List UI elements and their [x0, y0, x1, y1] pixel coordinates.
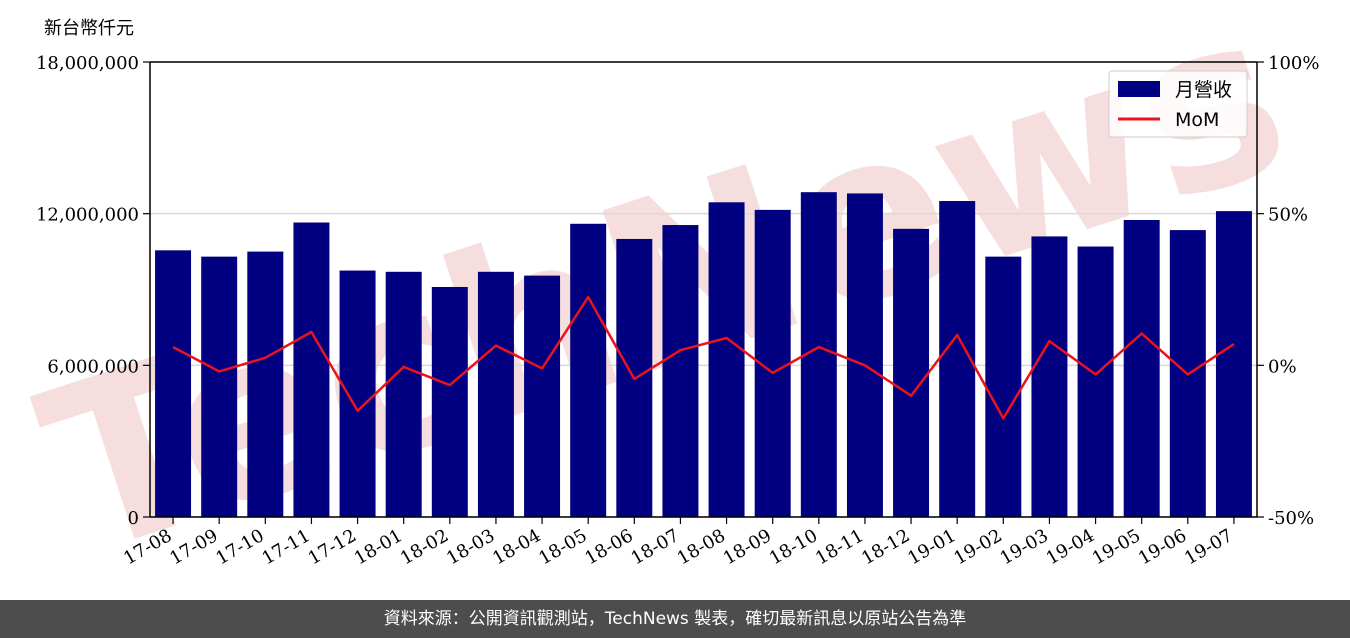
right-tick-label: -50%: [1268, 508, 1314, 529]
bar-series: [155, 192, 1252, 518]
source-footer: 資料來源：公開資訊觀測站，TechNews 製表，確切最新訊息以原站公告為準: [0, 600, 1350, 638]
bar-18-01: [385, 271, 422, 517]
x-tick-label: 19-07: [1181, 525, 1236, 569]
x-tick-label: 18-12: [858, 525, 913, 569]
x-tick-label: 19-05: [1089, 525, 1144, 569]
bar-18-03: [477, 271, 514, 517]
x-tick-label: 18-01: [351, 525, 406, 569]
legend: 月營收 MoM: [1108, 70, 1248, 138]
bar-19-07: [1215, 211, 1252, 517]
bar-19-05: [1123, 219, 1160, 517]
x-tick-label: 18-10: [766, 525, 821, 569]
bar-18-02: [431, 286, 468, 517]
bar-17-09: [201, 256, 238, 517]
x-tick-label: 18-06: [581, 525, 636, 569]
bar-18-05: [570, 223, 607, 517]
y-axis-unit-label: 新台幣仟元: [44, 18, 134, 39]
legend-label-mom: MoM: [1175, 109, 1219, 131]
bar-19-03: [1031, 236, 1068, 517]
x-tick-label: 19-06: [1135, 525, 1190, 569]
left-tick-label: 12,000,000: [36, 205, 139, 226]
source-text: 資料來源：公開資訊觀測站，TechNews 製表，確切最新訊息以原站公告為準: [383, 609, 967, 629]
mom-line: [172, 295, 1235, 420]
x-tick-label: 18-09: [720, 525, 775, 569]
right-tick-label: 0%: [1268, 356, 1297, 377]
bar-17-08: [155, 250, 192, 517]
bar-18-04: [524, 275, 561, 517]
revenue-chart: TechNews 06,000,00012,000,00018,000,000-…: [15, 0, 1320, 600]
x-tick-label: 18-02: [397, 525, 452, 569]
x-tick-label: 18-11: [812, 525, 867, 569]
bar-19-02: [985, 256, 1022, 517]
bar-18-07: [662, 225, 699, 517]
x-tick-label: 18-03: [443, 525, 498, 569]
legend-swatch-bar: [1118, 81, 1160, 97]
bar-18-08: [708, 202, 745, 517]
bar-17-12: [339, 270, 376, 517]
bar-18-12: [893, 228, 930, 518]
x-tick-label: 18-07: [627, 525, 682, 569]
bar-17-10: [247, 251, 284, 518]
x-tick-label: 19-03: [996, 525, 1051, 569]
bar-17-11: [293, 222, 330, 517]
left-tick-label: 6,000,000: [47, 356, 139, 377]
x-tick-label: 19-02: [950, 525, 1005, 569]
x-tick-label: 19-04: [1043, 525, 1098, 569]
left-tick-label: 0: [128, 508, 139, 529]
right-tick-label: 100%: [1268, 53, 1319, 74]
x-tick-label: 18-05: [535, 525, 590, 569]
mom-line-series: [172, 295, 1235, 420]
x-tick-label: 18-08: [674, 525, 729, 569]
legend-label-revenue: 月營收: [1175, 79, 1232, 101]
right-tick-label: 50%: [1268, 205, 1308, 226]
bar-19-04: [1077, 246, 1114, 517]
left-tick-label: 18,000,000: [36, 53, 139, 74]
bar-18-11: [846, 193, 883, 517]
x-tick-label: 18-04: [489, 525, 544, 569]
x-tick-label: 19-01: [904, 525, 959, 569]
